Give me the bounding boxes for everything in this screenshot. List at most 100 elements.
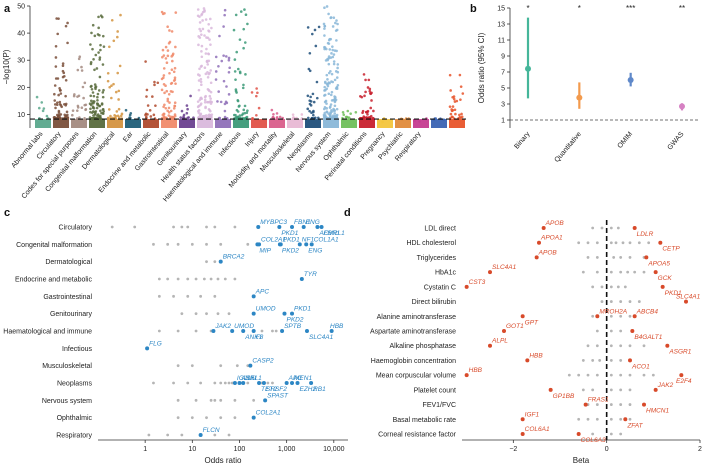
d-background-point bbox=[621, 241, 625, 245]
a-point bbox=[153, 83, 156, 87]
a-point bbox=[197, 109, 201, 112]
a-point bbox=[209, 69, 213, 72]
a-point bbox=[335, 76, 339, 79]
d-background-point bbox=[609, 403, 613, 406]
a-point bbox=[306, 94, 310, 98]
a-point bbox=[309, 95, 312, 99]
c-background-point bbox=[157, 277, 161, 281]
d-background-point bbox=[609, 241, 613, 245]
d-background-point bbox=[628, 300, 632, 303]
a-point bbox=[199, 113, 202, 116]
a-point bbox=[173, 66, 177, 70]
a-point bbox=[331, 55, 335, 59]
c-background-point bbox=[219, 364, 223, 368]
c-background-point bbox=[199, 294, 203, 298]
a-point bbox=[197, 79, 201, 82]
a-point bbox=[323, 105, 327, 109]
d-highlight-point bbox=[464, 284, 469, 289]
a-point bbox=[162, 67, 166, 70]
a-point bbox=[55, 17, 58, 20]
a-point bbox=[242, 27, 246, 31]
c-background-point bbox=[219, 416, 223, 420]
c-background-point bbox=[157, 329, 161, 333]
d-background-point bbox=[598, 359, 602, 362]
c-background-point bbox=[172, 294, 175, 298]
a-point bbox=[214, 70, 218, 73]
c-background-point bbox=[213, 381, 217, 385]
d-gene-label: GOT1 bbox=[506, 323, 524, 330]
a-point bbox=[251, 117, 255, 120]
a-point bbox=[58, 100, 62, 104]
d-x-tick-label: −2 bbox=[509, 446, 517, 453]
c-background-point bbox=[230, 381, 234, 385]
a-point bbox=[223, 109, 227, 113]
a-point bbox=[102, 110, 105, 113]
a-point bbox=[182, 115, 185, 118]
d-x-tick-label: 0 bbox=[605, 446, 609, 453]
c-background-point bbox=[209, 277, 213, 281]
d-highlight-point bbox=[595, 314, 600, 319]
a-point bbox=[166, 99, 170, 103]
d-gene-label: HBB bbox=[469, 367, 483, 374]
c-background-point bbox=[202, 277, 206, 281]
a-point bbox=[242, 83, 245, 87]
b-significance: *** bbox=[626, 4, 635, 13]
d-highlight-point bbox=[548, 387, 553, 392]
a-point bbox=[77, 57, 81, 61]
a-point bbox=[96, 98, 99, 102]
d-highlight-point bbox=[623, 417, 628, 422]
a-point bbox=[196, 100, 200, 103]
a-point bbox=[207, 113, 211, 116]
a-point bbox=[381, 120, 384, 124]
a-point bbox=[89, 107, 92, 111]
a-point bbox=[56, 32, 60, 36]
d-background-point bbox=[619, 417, 623, 421]
a-point bbox=[315, 96, 319, 100]
d-background-point bbox=[609, 314, 613, 318]
a-point bbox=[201, 19, 204, 22]
d-background-point bbox=[609, 344, 613, 348]
c-highlight-point bbox=[211, 329, 216, 333]
a-point bbox=[214, 78, 218, 81]
a-point bbox=[92, 101, 95, 105]
a-point bbox=[199, 29, 203, 33]
b-point bbox=[576, 94, 583, 101]
a-category-base bbox=[395, 119, 411, 128]
c-gene-label: FLG bbox=[149, 340, 162, 347]
a-point bbox=[198, 98, 202, 102]
c-background-point bbox=[219, 242, 223, 246]
c-background-point bbox=[176, 398, 180, 402]
d-highlight-point bbox=[653, 270, 658, 275]
a-point bbox=[206, 36, 210, 40]
a-y-tick-label: 40 bbox=[17, 31, 25, 38]
a-point bbox=[324, 88, 327, 92]
d-x-tick-label: 2 bbox=[698, 446, 702, 453]
a-point bbox=[207, 72, 211, 76]
a-point bbox=[57, 17, 60, 20]
a-point bbox=[330, 90, 334, 94]
c-highlight-point bbox=[232, 381, 237, 385]
c-background-point bbox=[266, 381, 270, 385]
a-point bbox=[367, 78, 371, 82]
a-y-tick-label: 10 bbox=[17, 112, 25, 119]
d-highlight-point bbox=[630, 329, 635, 333]
a-point bbox=[333, 112, 337, 115]
a-point bbox=[196, 8, 200, 11]
a-point bbox=[336, 66, 339, 70]
c-background-point bbox=[194, 329, 198, 333]
a-point bbox=[45, 114, 49, 118]
c-background-point bbox=[176, 416, 180, 420]
a-point bbox=[333, 95, 336, 98]
c-highlight-point bbox=[261, 381, 266, 385]
d-highlight-point bbox=[464, 373, 469, 378]
d-background-point bbox=[628, 388, 632, 392]
a-point bbox=[117, 89, 121, 93]
d-background-point bbox=[628, 241, 632, 245]
c-gene-label: PKD2 bbox=[286, 317, 303, 324]
d-background-point bbox=[616, 285, 620, 289]
c-highlight-point bbox=[309, 242, 314, 247]
a-point bbox=[335, 28, 339, 32]
c-background-point bbox=[209, 398, 213, 402]
